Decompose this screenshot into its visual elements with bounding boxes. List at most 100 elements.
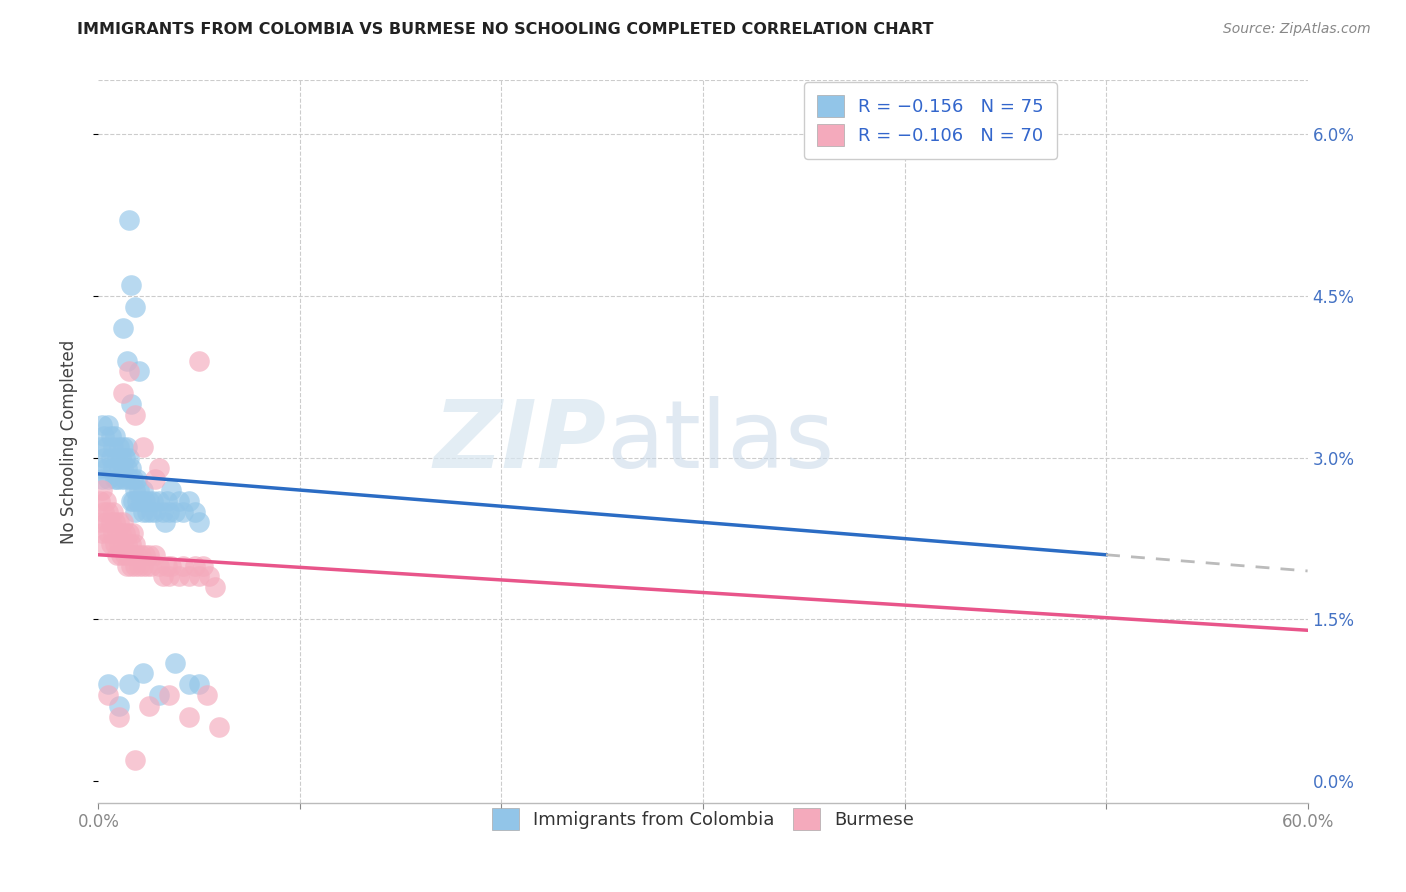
Point xyxy=(111,461,134,475)
Point xyxy=(105,526,128,541)
Point xyxy=(132,440,155,454)
Point xyxy=(105,548,128,562)
Point xyxy=(172,505,194,519)
Point xyxy=(114,472,136,486)
Point xyxy=(143,548,166,562)
Point xyxy=(134,548,156,562)
Point xyxy=(91,483,114,497)
Point xyxy=(138,698,160,713)
Point xyxy=(103,537,125,551)
Point xyxy=(93,429,115,443)
Point xyxy=(121,472,143,486)
Point xyxy=(97,677,120,691)
Point xyxy=(103,429,125,443)
Point xyxy=(118,526,141,541)
Point xyxy=(118,213,141,227)
Point xyxy=(120,558,142,573)
Point xyxy=(120,493,142,508)
Point xyxy=(160,558,183,573)
Point xyxy=(96,461,118,475)
Point xyxy=(188,569,211,583)
Point xyxy=(121,493,143,508)
Point xyxy=(100,516,122,530)
Point xyxy=(143,505,166,519)
Point xyxy=(153,516,176,530)
Point xyxy=(89,516,111,530)
Point xyxy=(188,516,211,530)
Point xyxy=(132,666,155,681)
Point xyxy=(100,537,122,551)
Point xyxy=(96,440,118,454)
Point xyxy=(111,537,134,551)
Point xyxy=(93,505,115,519)
Point xyxy=(111,321,134,335)
Point xyxy=(97,526,120,541)
Point xyxy=(101,461,124,475)
Point xyxy=(138,493,160,508)
Point xyxy=(114,450,136,465)
Point xyxy=(193,558,215,573)
Point xyxy=(91,418,114,433)
Point xyxy=(167,569,190,583)
Point xyxy=(89,493,111,508)
Point xyxy=(135,505,157,519)
Text: atlas: atlas xyxy=(606,395,835,488)
Point xyxy=(128,483,150,497)
Point xyxy=(179,709,201,723)
Point xyxy=(172,558,194,573)
Point xyxy=(179,493,201,508)
Point xyxy=(188,353,211,368)
Point xyxy=(163,505,186,519)
Point xyxy=(125,548,148,562)
Y-axis label: No Schooling Completed: No Schooling Completed xyxy=(59,340,77,543)
Point xyxy=(100,450,122,465)
Point xyxy=(139,558,162,573)
Point xyxy=(118,677,141,691)
Point xyxy=(125,472,148,486)
Point xyxy=(107,461,129,475)
Point xyxy=(105,450,128,465)
Point xyxy=(129,548,152,562)
Point xyxy=(129,493,152,508)
Point xyxy=(124,558,146,573)
Point xyxy=(128,558,150,573)
Point xyxy=(103,516,125,530)
Point xyxy=(132,558,155,573)
Point xyxy=(132,505,155,519)
Point xyxy=(188,677,211,691)
Point xyxy=(107,516,129,530)
Point xyxy=(115,537,138,551)
Point xyxy=(148,461,170,475)
Point xyxy=(93,537,115,551)
Point xyxy=(204,580,226,594)
Point xyxy=(134,493,156,508)
Point xyxy=(97,688,120,702)
Point xyxy=(107,537,129,551)
Point xyxy=(107,440,129,454)
Point xyxy=(111,516,134,530)
Point xyxy=(110,472,132,486)
Point xyxy=(114,548,136,562)
Point xyxy=(148,688,170,702)
Point xyxy=(89,461,111,475)
Text: IMMIGRANTS FROM COLOMBIA VS BURMESE NO SCHOOLING COMPLETED CORRELATION CHART: IMMIGRANTS FROM COLOMBIA VS BURMESE NO S… xyxy=(77,22,934,37)
Point xyxy=(198,569,221,583)
Point xyxy=(179,677,201,691)
Point xyxy=(124,483,146,497)
Point xyxy=(107,698,129,713)
Point xyxy=(105,472,128,486)
Point xyxy=(97,505,120,519)
Point xyxy=(110,450,132,465)
Point xyxy=(179,569,201,583)
Point xyxy=(163,656,186,670)
Point xyxy=(143,472,166,486)
Point xyxy=(152,505,174,519)
Point xyxy=(118,472,141,486)
Point xyxy=(148,493,170,508)
Point xyxy=(156,558,179,573)
Point xyxy=(118,548,141,562)
Point xyxy=(120,461,142,475)
Point xyxy=(135,558,157,573)
Legend: Immigrants from Colombia, Burmese: Immigrants from Colombia, Burmese xyxy=(478,793,928,845)
Point xyxy=(195,688,218,702)
